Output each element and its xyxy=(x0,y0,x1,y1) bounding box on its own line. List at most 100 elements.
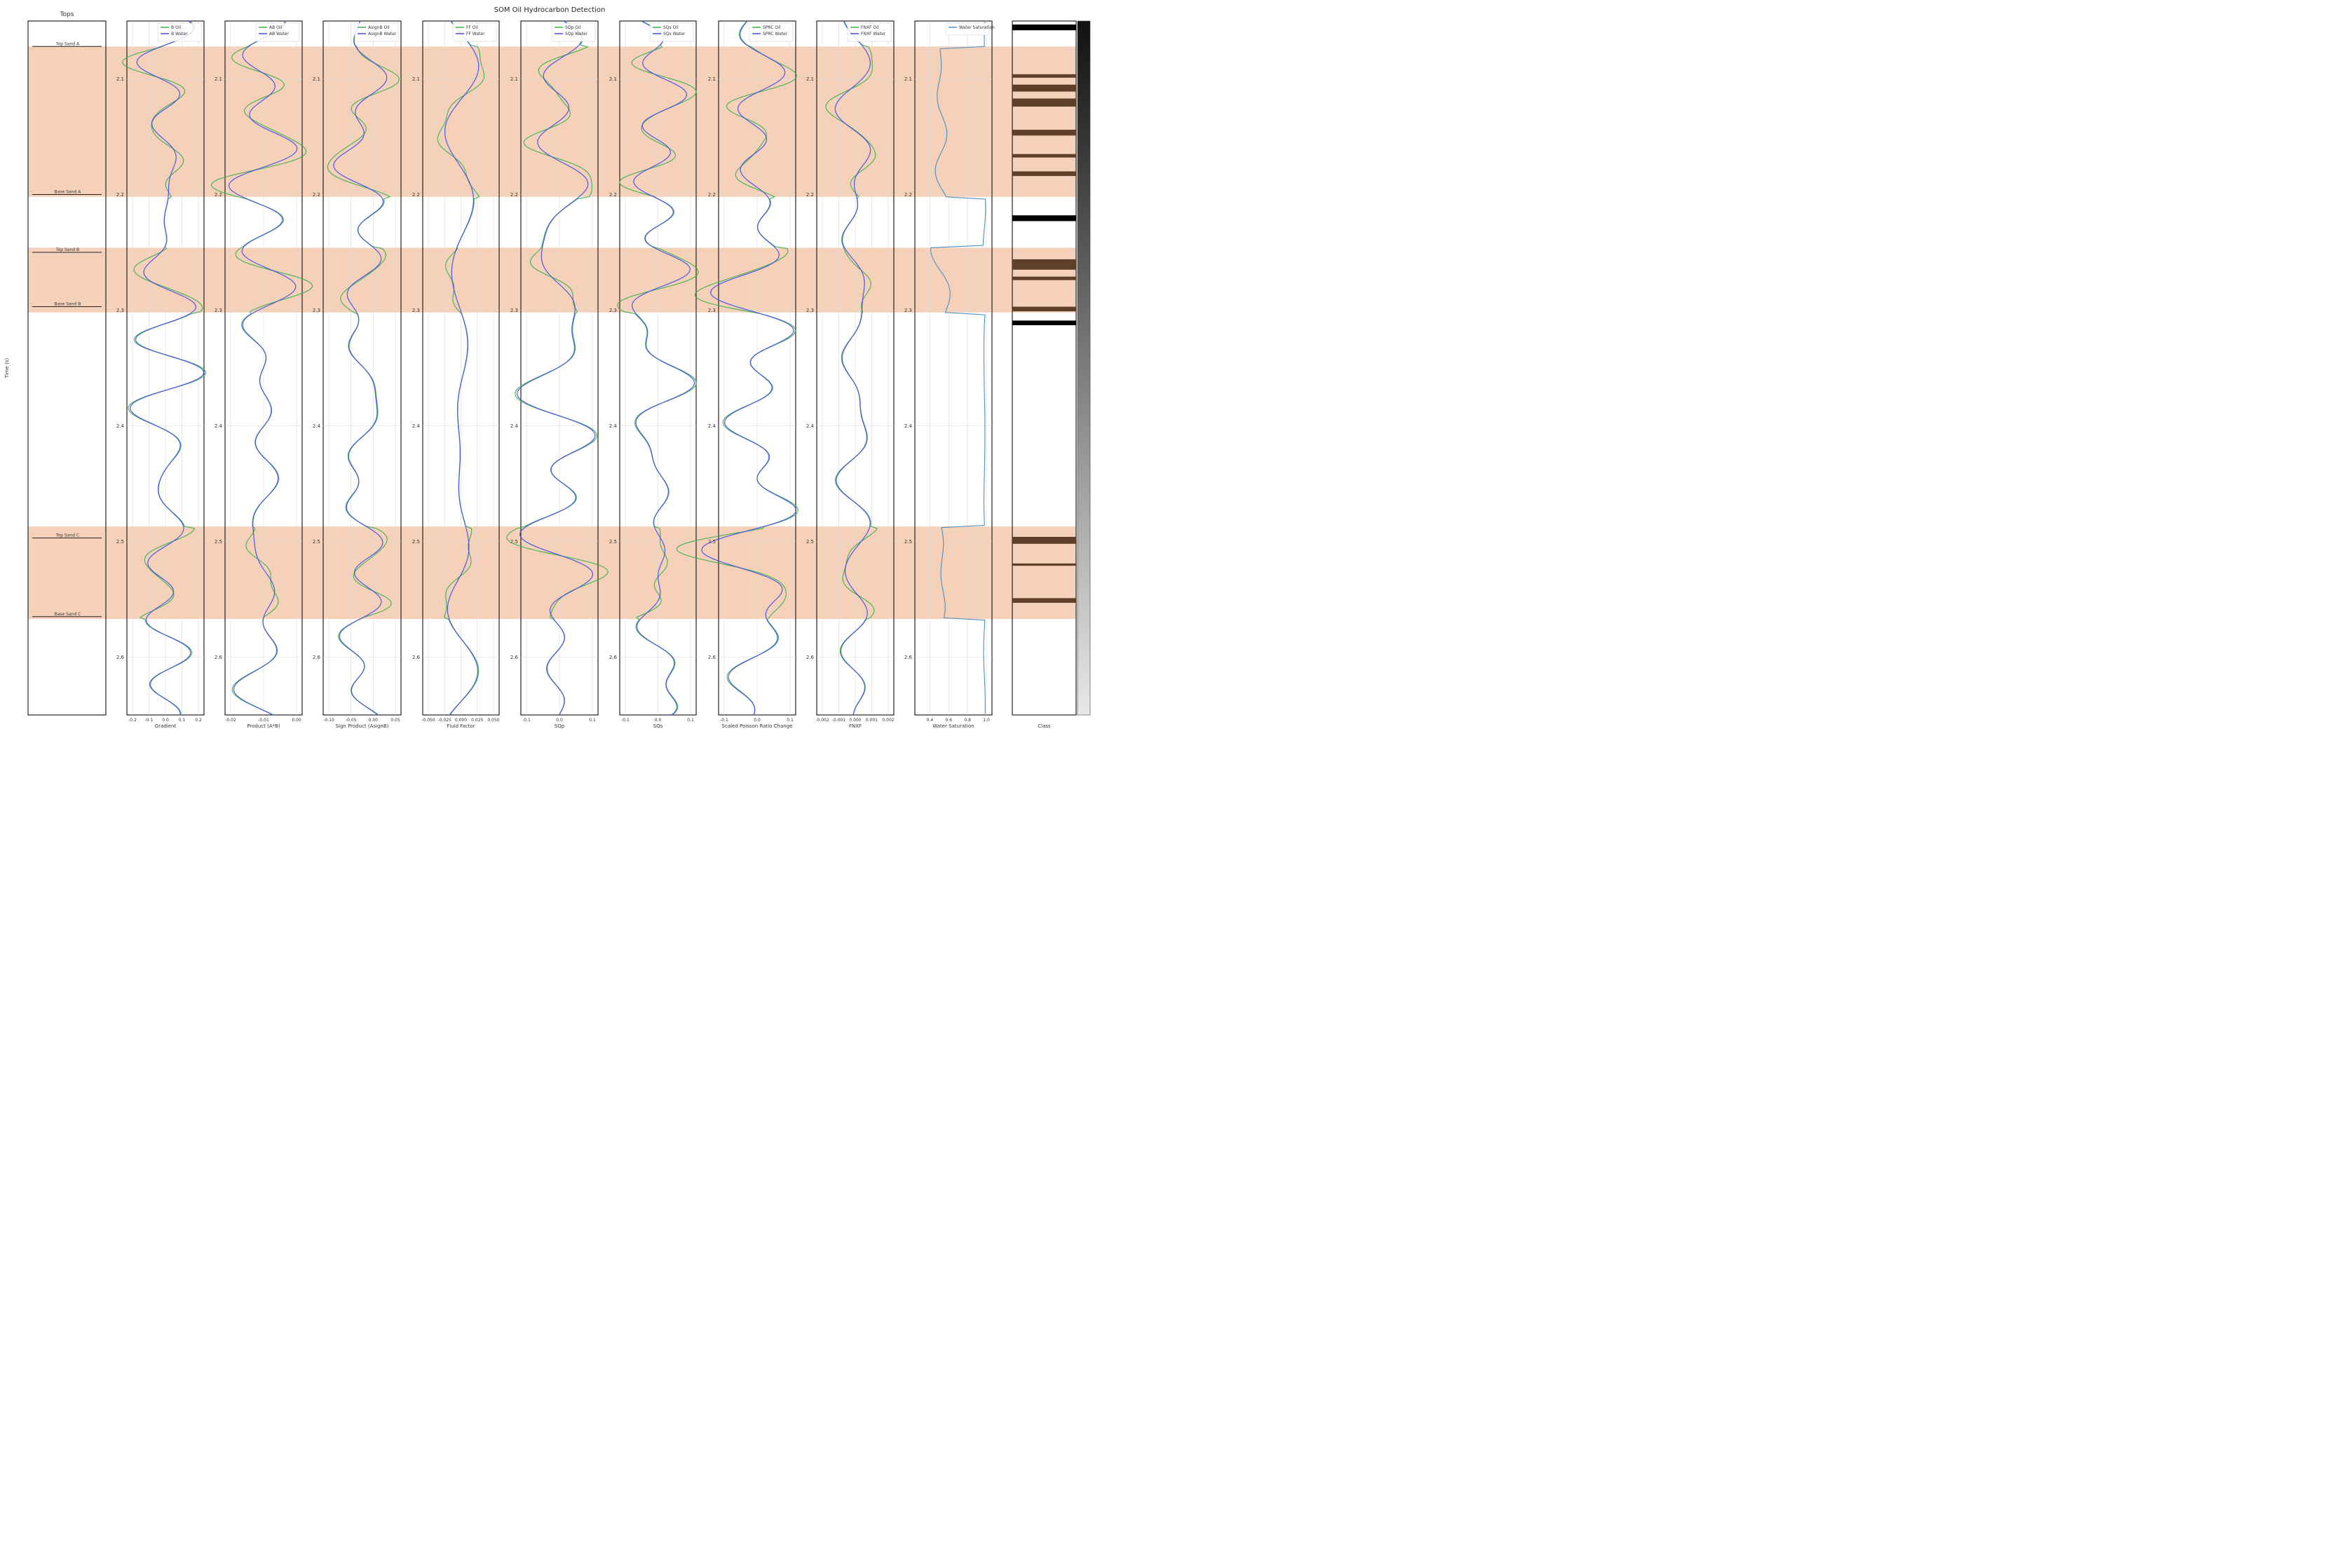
track-panels: Tops Time (s) Top Sand A Base Sand A Top San… xyxy=(4,11,1091,729)
x-axis-label: Scaled Poisson Ratio Change xyxy=(722,723,793,729)
x-tick-label: 0.2 xyxy=(195,718,202,723)
sand-zone-2 xyxy=(28,526,1076,620)
legend-box xyxy=(945,22,990,36)
y-tick-label: 2.6 xyxy=(313,655,321,660)
y-tick-label: 2.4 xyxy=(215,423,223,429)
legend: FNXF Oil FNXF Water xyxy=(847,22,892,42)
y-tick-label: 2.4 xyxy=(313,423,321,429)
class-band xyxy=(1012,536,1076,544)
y-tick-label: 2.2 xyxy=(609,192,617,198)
tops-title: Tops xyxy=(60,11,74,18)
top-label: Base Sand A xyxy=(55,190,82,195)
x-tick-label: -0.1 xyxy=(621,718,630,723)
x-tick-label: -0.01 xyxy=(258,718,269,723)
x-axis-label: Fluid Factor xyxy=(447,723,475,729)
legend-entry: AB Water xyxy=(269,32,289,36)
colorbar xyxy=(1077,20,1091,716)
class-band xyxy=(1012,276,1076,280)
x-tick-label: 0.0 xyxy=(556,718,563,723)
legend-entry: SPRC Oil xyxy=(763,25,781,30)
x-axis-label: Class xyxy=(1038,723,1051,729)
y-tick-label: 2.5 xyxy=(215,539,222,545)
y-tick-label: 2.2 xyxy=(510,192,518,198)
legend: SPRC Oil SPRC Water xyxy=(749,22,794,42)
legend-entry: SQp Water xyxy=(565,32,588,36)
sand-zones xyxy=(28,46,1076,620)
class-band xyxy=(1012,215,1076,221)
y-tick-label: 2.3 xyxy=(806,308,814,313)
x-tick-label: 1.0 xyxy=(983,718,990,723)
track-frame xyxy=(27,20,107,716)
sand-zone-1 xyxy=(28,247,1076,313)
x-tick-label: 0.000 xyxy=(849,718,861,723)
track-10: Class xyxy=(1012,20,1091,729)
legend: AB Oil AB Water xyxy=(255,22,300,42)
y-tick-label: 2.3 xyxy=(904,308,912,313)
legend-entry: SQs Water xyxy=(663,32,686,36)
x-tick-label: 0.001 xyxy=(866,718,878,723)
top-label: Top Sand A xyxy=(55,41,80,46)
x-tick-label: -0.10 xyxy=(323,718,334,723)
class-band xyxy=(1012,84,1076,92)
x-axis-label: Water Saturation xyxy=(932,723,974,729)
x-tick-label: 0.025 xyxy=(471,718,483,723)
y-tick-label: 2.5 xyxy=(412,539,420,545)
x-axis-label: Product (A*B) xyxy=(247,723,280,729)
sand-zone-0 xyxy=(28,46,1076,197)
y-tick-label: 2.1 xyxy=(412,76,420,82)
class-band xyxy=(1012,171,1076,177)
class-band xyxy=(1012,74,1076,78)
legend-box xyxy=(354,22,399,42)
y-tick-label: 2.6 xyxy=(904,655,913,660)
y-tick-label: 2.4 xyxy=(708,423,716,429)
legend: SQs Oil SQs Water xyxy=(649,22,694,42)
y-tick-label: 2.4 xyxy=(412,423,421,429)
track-0: Tops Time (s) Top Sand A Base Sand A Top San… xyxy=(4,11,107,716)
x-tick-label: 0.0 xyxy=(655,718,662,723)
legend-box xyxy=(749,22,794,42)
y-tick-label: 2.1 xyxy=(609,76,617,82)
y-tick-label: 2.1 xyxy=(215,76,222,82)
x-tick-label: -0.02 xyxy=(225,718,236,723)
legend-entry: Water Saturation xyxy=(959,25,995,30)
y-tick-label: 2.2 xyxy=(116,192,124,198)
legend: AsignB Oil AsignB Water xyxy=(354,22,399,42)
legend-box xyxy=(649,22,694,42)
y-tick-label: 2.5 xyxy=(609,539,617,545)
y-tick-label: 2.3 xyxy=(116,308,124,313)
y-tick-label: 2.6 xyxy=(215,655,223,660)
y-tick-label: 2.5 xyxy=(116,539,124,545)
y-tick-label: 2.4 xyxy=(609,423,618,429)
y-tick-label: 2.2 xyxy=(806,192,814,198)
y-tick-label: 2.3 xyxy=(510,308,518,313)
y-tick-label: 2.6 xyxy=(806,655,815,660)
y-tick-label: 2.4 xyxy=(904,423,913,429)
series-line xyxy=(228,20,298,716)
legend: B Oil B Water xyxy=(157,22,202,42)
y-tick-label: 2.5 xyxy=(904,539,912,545)
y-axis-label: Time (s) xyxy=(4,358,10,379)
top-label: Top Sand C xyxy=(55,533,79,538)
y-tick-label: 2.6 xyxy=(708,655,716,660)
track-4: 2.1 2.2 2.3 2.4 2.5 2.6 -0.050 -0.025 0.000 0.025… xyxy=(412,20,500,729)
top-label: Base Sand B xyxy=(55,302,81,307)
y-tick-label: 2.4 xyxy=(806,423,815,429)
y-tick-label: 2.4 xyxy=(116,423,125,429)
track-9: 2.1 2.2 2.3 2.4 2.5 2.6 0.4 0.6 0.8 1.0 Water Satu… xyxy=(904,20,995,729)
x-tick-label: -0.002 xyxy=(815,718,829,723)
y-tick-label: 2.1 xyxy=(708,76,716,82)
x-tick-label: 0.4 xyxy=(927,718,934,723)
x-tick-label: 0.8 xyxy=(964,718,971,723)
class-band xyxy=(1012,98,1076,107)
y-tick-label: 2.6 xyxy=(510,655,519,660)
y-tick-label: 2.6 xyxy=(609,655,618,660)
class-band xyxy=(1012,24,1076,31)
y-tick-label: 2.5 xyxy=(806,539,814,545)
track-8: 2.1 2.2 2.3 2.4 2.5 2.6 -0.002 -0.001 0.000 0.001… xyxy=(806,20,895,729)
track-3: 2.1 2.2 2.3 2.4 2.5 2.6 -0.10 -0.05 0.00 0.05Sign… xyxy=(313,20,402,729)
series-line xyxy=(930,20,986,715)
x-tick-label: -0.1 xyxy=(720,718,728,723)
x-tick-label: -0.001 xyxy=(832,718,846,723)
series-line xyxy=(517,20,596,716)
